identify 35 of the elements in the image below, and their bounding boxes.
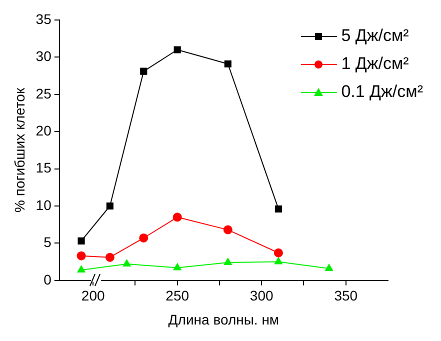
point bbox=[274, 248, 283, 258]
y-tick-label: 0 bbox=[44, 271, 52, 288]
point bbox=[173, 262, 182, 270]
point bbox=[172, 212, 182, 222]
y-tick-label: 10 bbox=[36, 196, 52, 213]
x-tick-label: 200 bbox=[81, 288, 105, 304]
x-tick-label: 350 bbox=[334, 288, 358, 304]
legend-label: 1 Дж/см² bbox=[341, 54, 409, 74]
point bbox=[274, 256, 283, 264]
legend-label: 0.1 Дж/см² bbox=[341, 82, 423, 102]
point bbox=[223, 225, 232, 234]
y-tick-label: 30 bbox=[36, 48, 52, 64]
point bbox=[139, 233, 148, 242]
x-axis-title: Длина волны. нм bbox=[168, 311, 280, 328]
y-tick-label: 20 bbox=[36, 122, 52, 138]
point bbox=[174, 46, 181, 54]
point bbox=[106, 202, 114, 210]
point bbox=[324, 263, 334, 271]
y-tick-label: 15 bbox=[36, 160, 52, 176]
x-tick-label: 300 bbox=[250, 288, 274, 304]
y-tick-label: 35 bbox=[36, 10, 52, 27]
point bbox=[274, 205, 282, 213]
point bbox=[76, 251, 86, 260]
point bbox=[76, 264, 86, 272]
y-tick-label: 25 bbox=[36, 85, 52, 102]
y-tick-label: 5 bbox=[44, 234, 52, 250]
point bbox=[224, 60, 232, 68]
x-tick-label: 250 bbox=[166, 288, 190, 304]
point bbox=[78, 237, 85, 245]
legend-label: 5 Дж/см² bbox=[341, 26, 409, 46]
y-axis-title: % погибших клеток bbox=[11, 87, 28, 212]
point bbox=[224, 258, 232, 266]
point bbox=[105, 252, 114, 262]
point bbox=[122, 259, 132, 267]
point bbox=[140, 68, 148, 75]
